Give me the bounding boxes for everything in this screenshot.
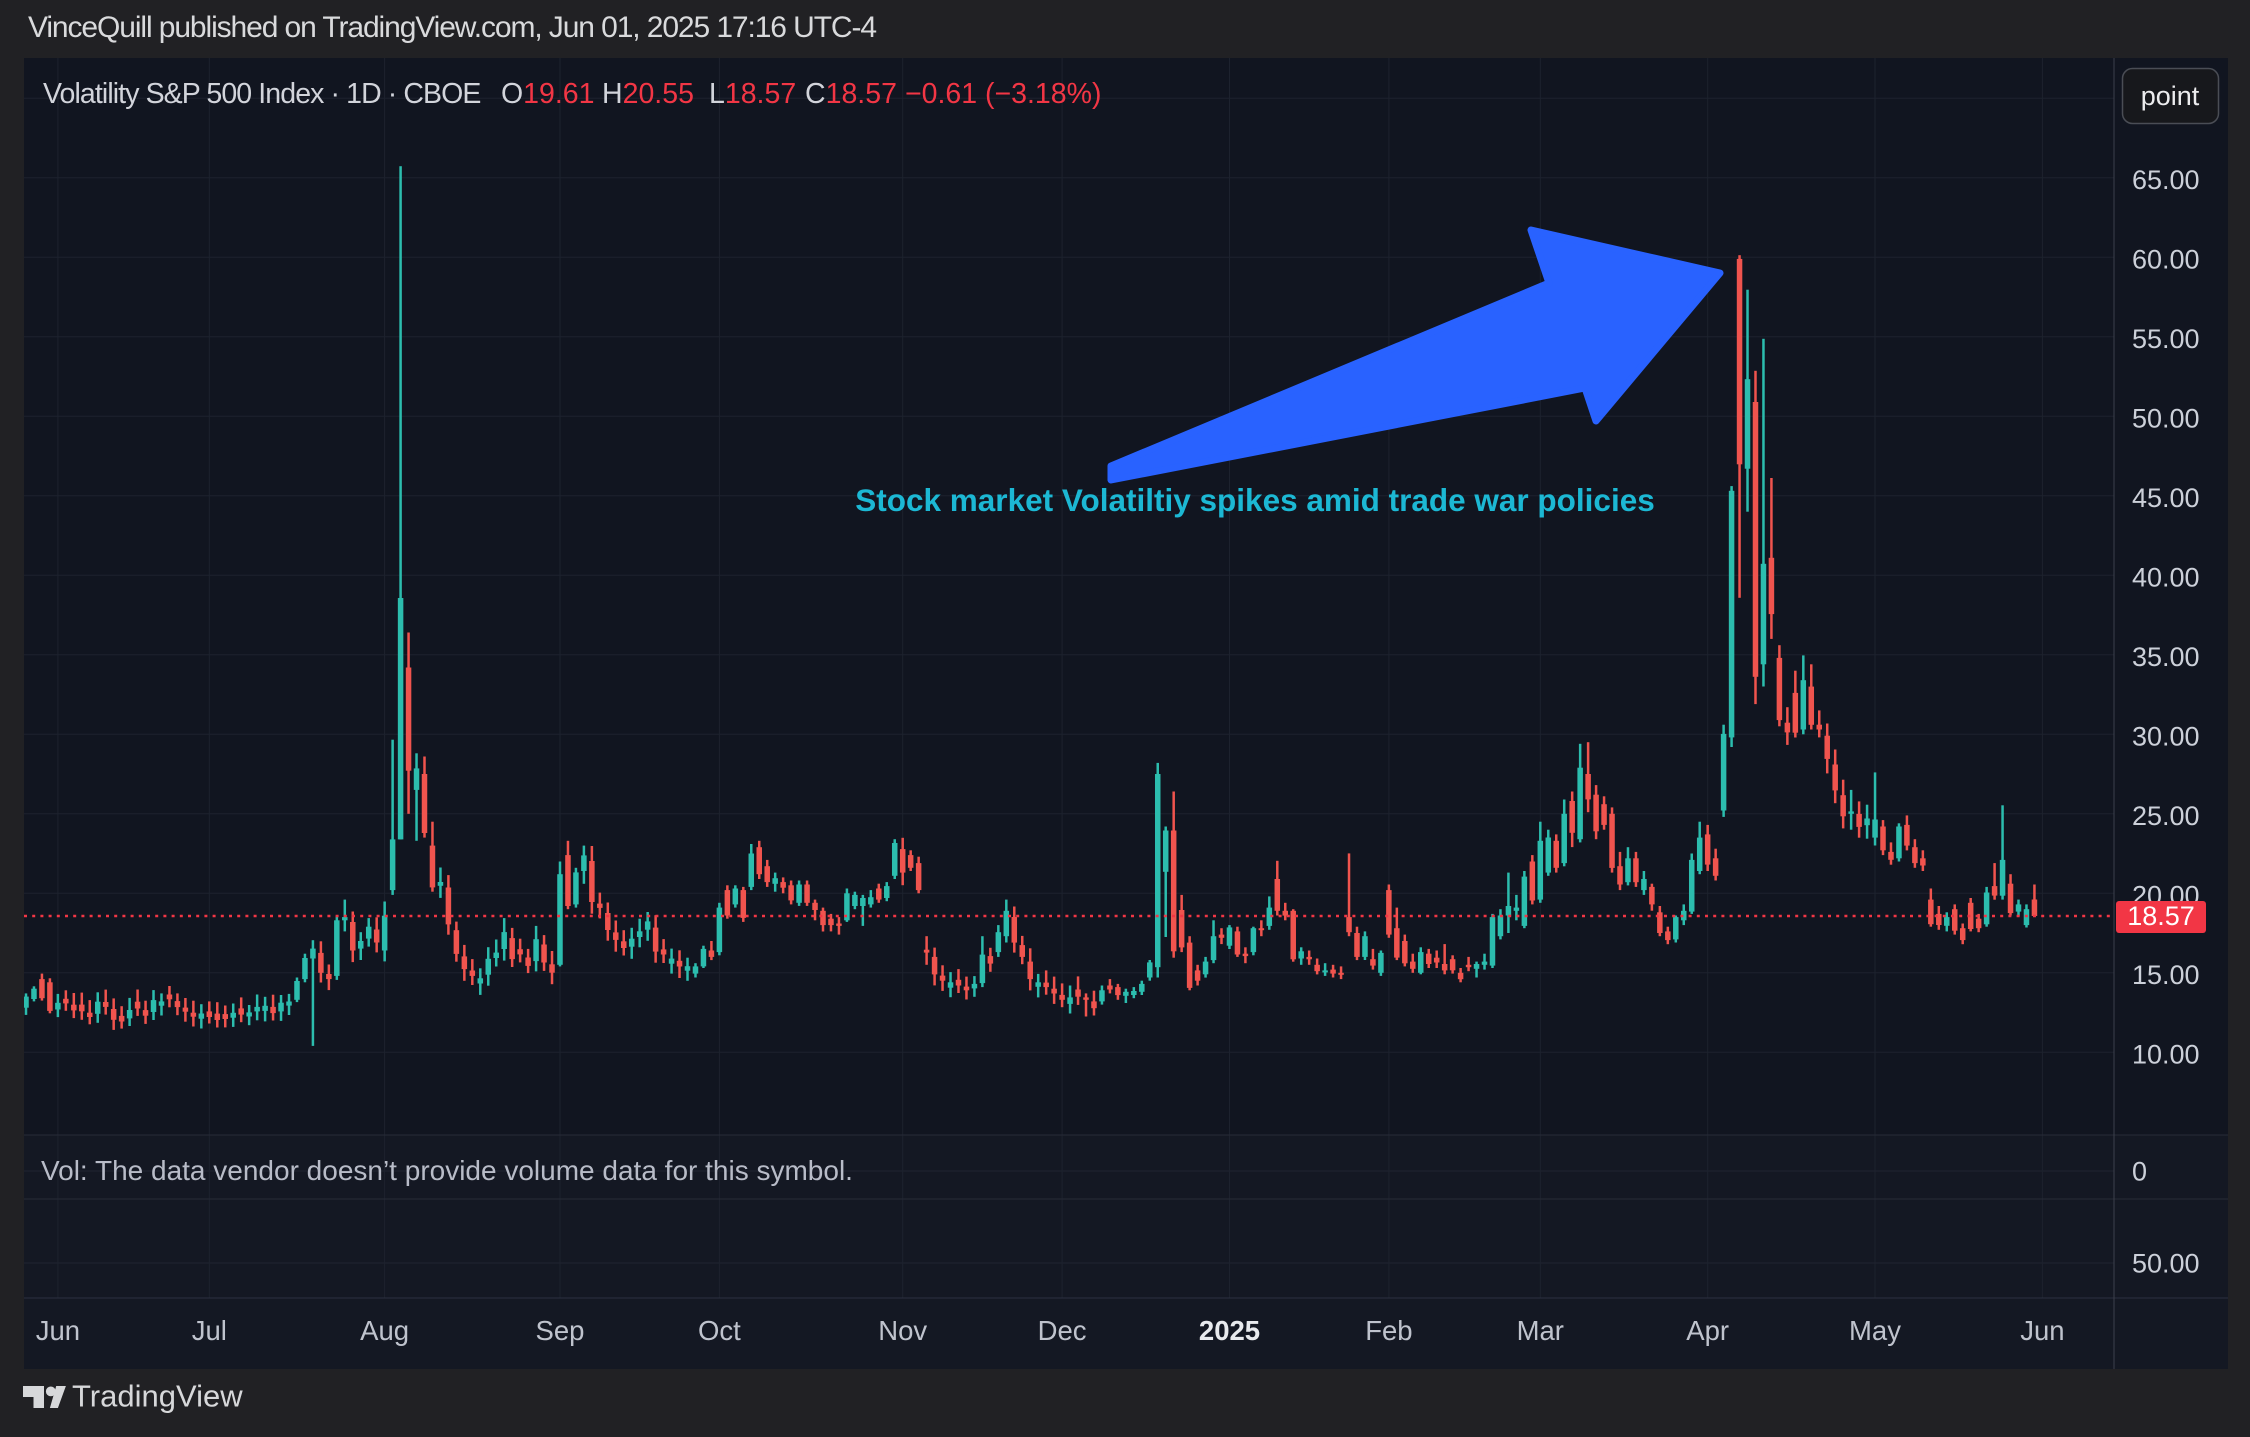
- svg-text:2025: 2025: [1199, 1315, 1260, 1346]
- svg-text:Oct: Oct: [698, 1315, 741, 1346]
- svg-text:TradingView: TradingView: [72, 1380, 243, 1414]
- svg-text:Volatility S&P 500 Index · 1D: Volatility S&P 500 Index · 1D · CBOE O19.…: [43, 78, 1101, 110]
- svg-text:10.00: 10.00: [2132, 1039, 2200, 1069]
- svg-text:35.00: 35.00: [2132, 642, 2200, 672]
- svg-text:Mar: Mar: [1517, 1315, 1564, 1346]
- svg-text:Apr: Apr: [1686, 1315, 1729, 1346]
- svg-text:May: May: [1849, 1315, 1901, 1346]
- svg-text:Stock market Volatiltiy spikes: Stock market Volatiltiy spikes amid trad…: [855, 482, 1654, 518]
- svg-text:point: point: [2141, 81, 2200, 111]
- svg-text:Vol: The data vendor doesn’t p: Vol: The data vendor doesn’t provide vol…: [41, 1155, 853, 1186]
- svg-text:Jun: Jun: [2020, 1315, 2064, 1346]
- svg-text:Nov: Nov: [878, 1315, 927, 1346]
- svg-text:Aug: Aug: [360, 1315, 409, 1346]
- svg-text:18.57: 18.57: [2127, 901, 2195, 931]
- svg-text:50.00: 50.00: [2132, 1249, 2200, 1279]
- svg-text:45.00: 45.00: [2132, 483, 2200, 513]
- svg-text:40.00: 40.00: [2132, 562, 2200, 592]
- svg-text:Sep: Sep: [536, 1315, 585, 1346]
- svg-text:50.00: 50.00: [2132, 403, 2200, 433]
- svg-text:0: 0: [2132, 1157, 2147, 1187]
- svg-text:Jul: Jul: [192, 1315, 227, 1346]
- svg-text:65.00: 65.00: [2132, 165, 2200, 195]
- svg-text:25.00: 25.00: [2132, 801, 2200, 831]
- svg-text:15.00: 15.00: [2132, 960, 2200, 990]
- svg-text:30.00: 30.00: [2132, 721, 2200, 751]
- svg-text:Jun: Jun: [36, 1315, 80, 1346]
- svg-text:60.00: 60.00: [2132, 244, 2200, 274]
- svg-text:Dec: Dec: [1038, 1315, 1087, 1346]
- svg-text:Feb: Feb: [1365, 1315, 1412, 1346]
- svg-text:55.00: 55.00: [2132, 324, 2200, 354]
